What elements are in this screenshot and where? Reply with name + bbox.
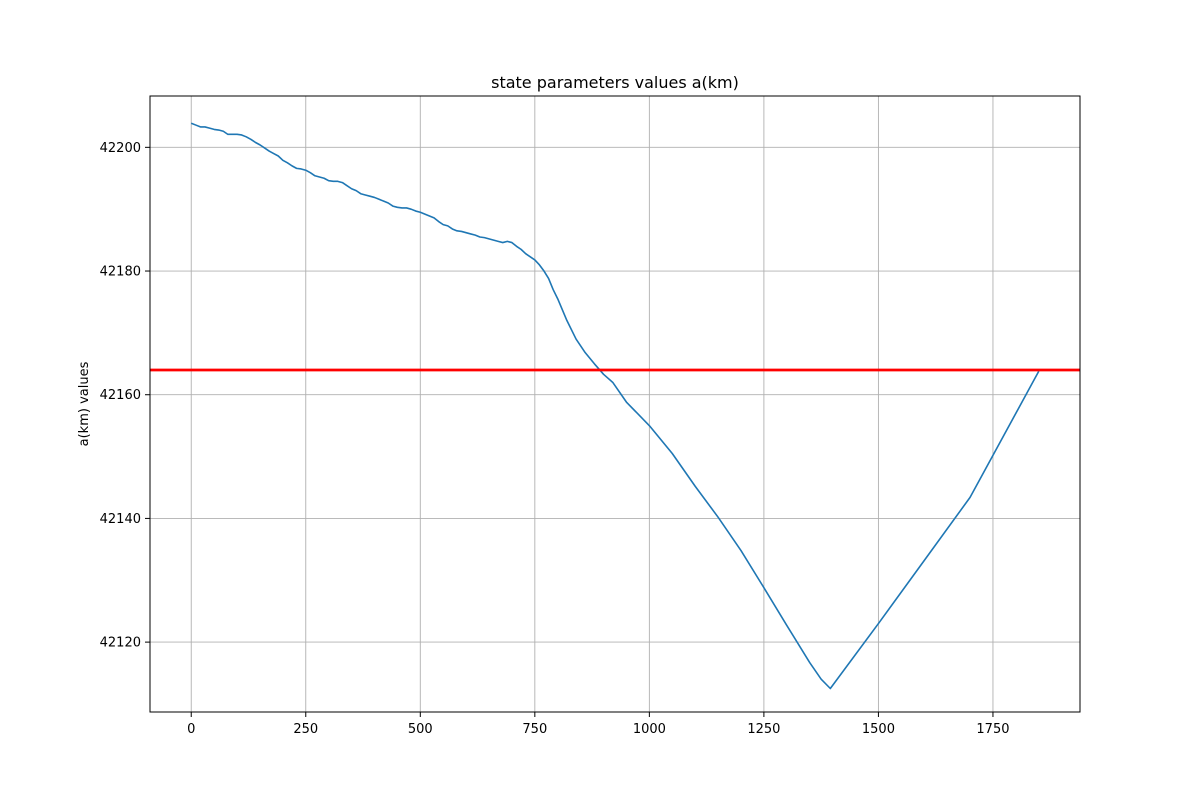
y-tick-label: 42200 (100, 141, 141, 156)
x-tick-label: 0 (187, 722, 195, 737)
y-tick-label: 42120 (100, 636, 141, 651)
plot-frame (149, 95, 1081, 713)
grid-lines (150, 96, 1080, 712)
x-tick-label: 1500 (862, 722, 895, 737)
x-tick-label: 1000 (633, 722, 666, 737)
plot-area (150, 122, 1080, 690)
x-tick-label: 1750 (976, 722, 1009, 737)
x-tick-label: 500 (408, 722, 433, 737)
x-tick-label: 750 (522, 722, 547, 737)
x-tick-label: 1250 (747, 722, 780, 737)
y-tick-label: 42140 (100, 512, 141, 527)
chart-title: state parameters values a(km) (491, 73, 739, 92)
y-tick-label: 42180 (100, 265, 141, 280)
y-tick-label: 42160 (100, 388, 141, 403)
y-axis-label: a(km) values (77, 361, 92, 446)
series-line (190, 122, 1040, 690)
axes: 0 250 500 750 1000 1250 1500 1750 42120 42140 4216… (100, 95, 1081, 737)
x-tick-label: 250 (293, 722, 318, 737)
